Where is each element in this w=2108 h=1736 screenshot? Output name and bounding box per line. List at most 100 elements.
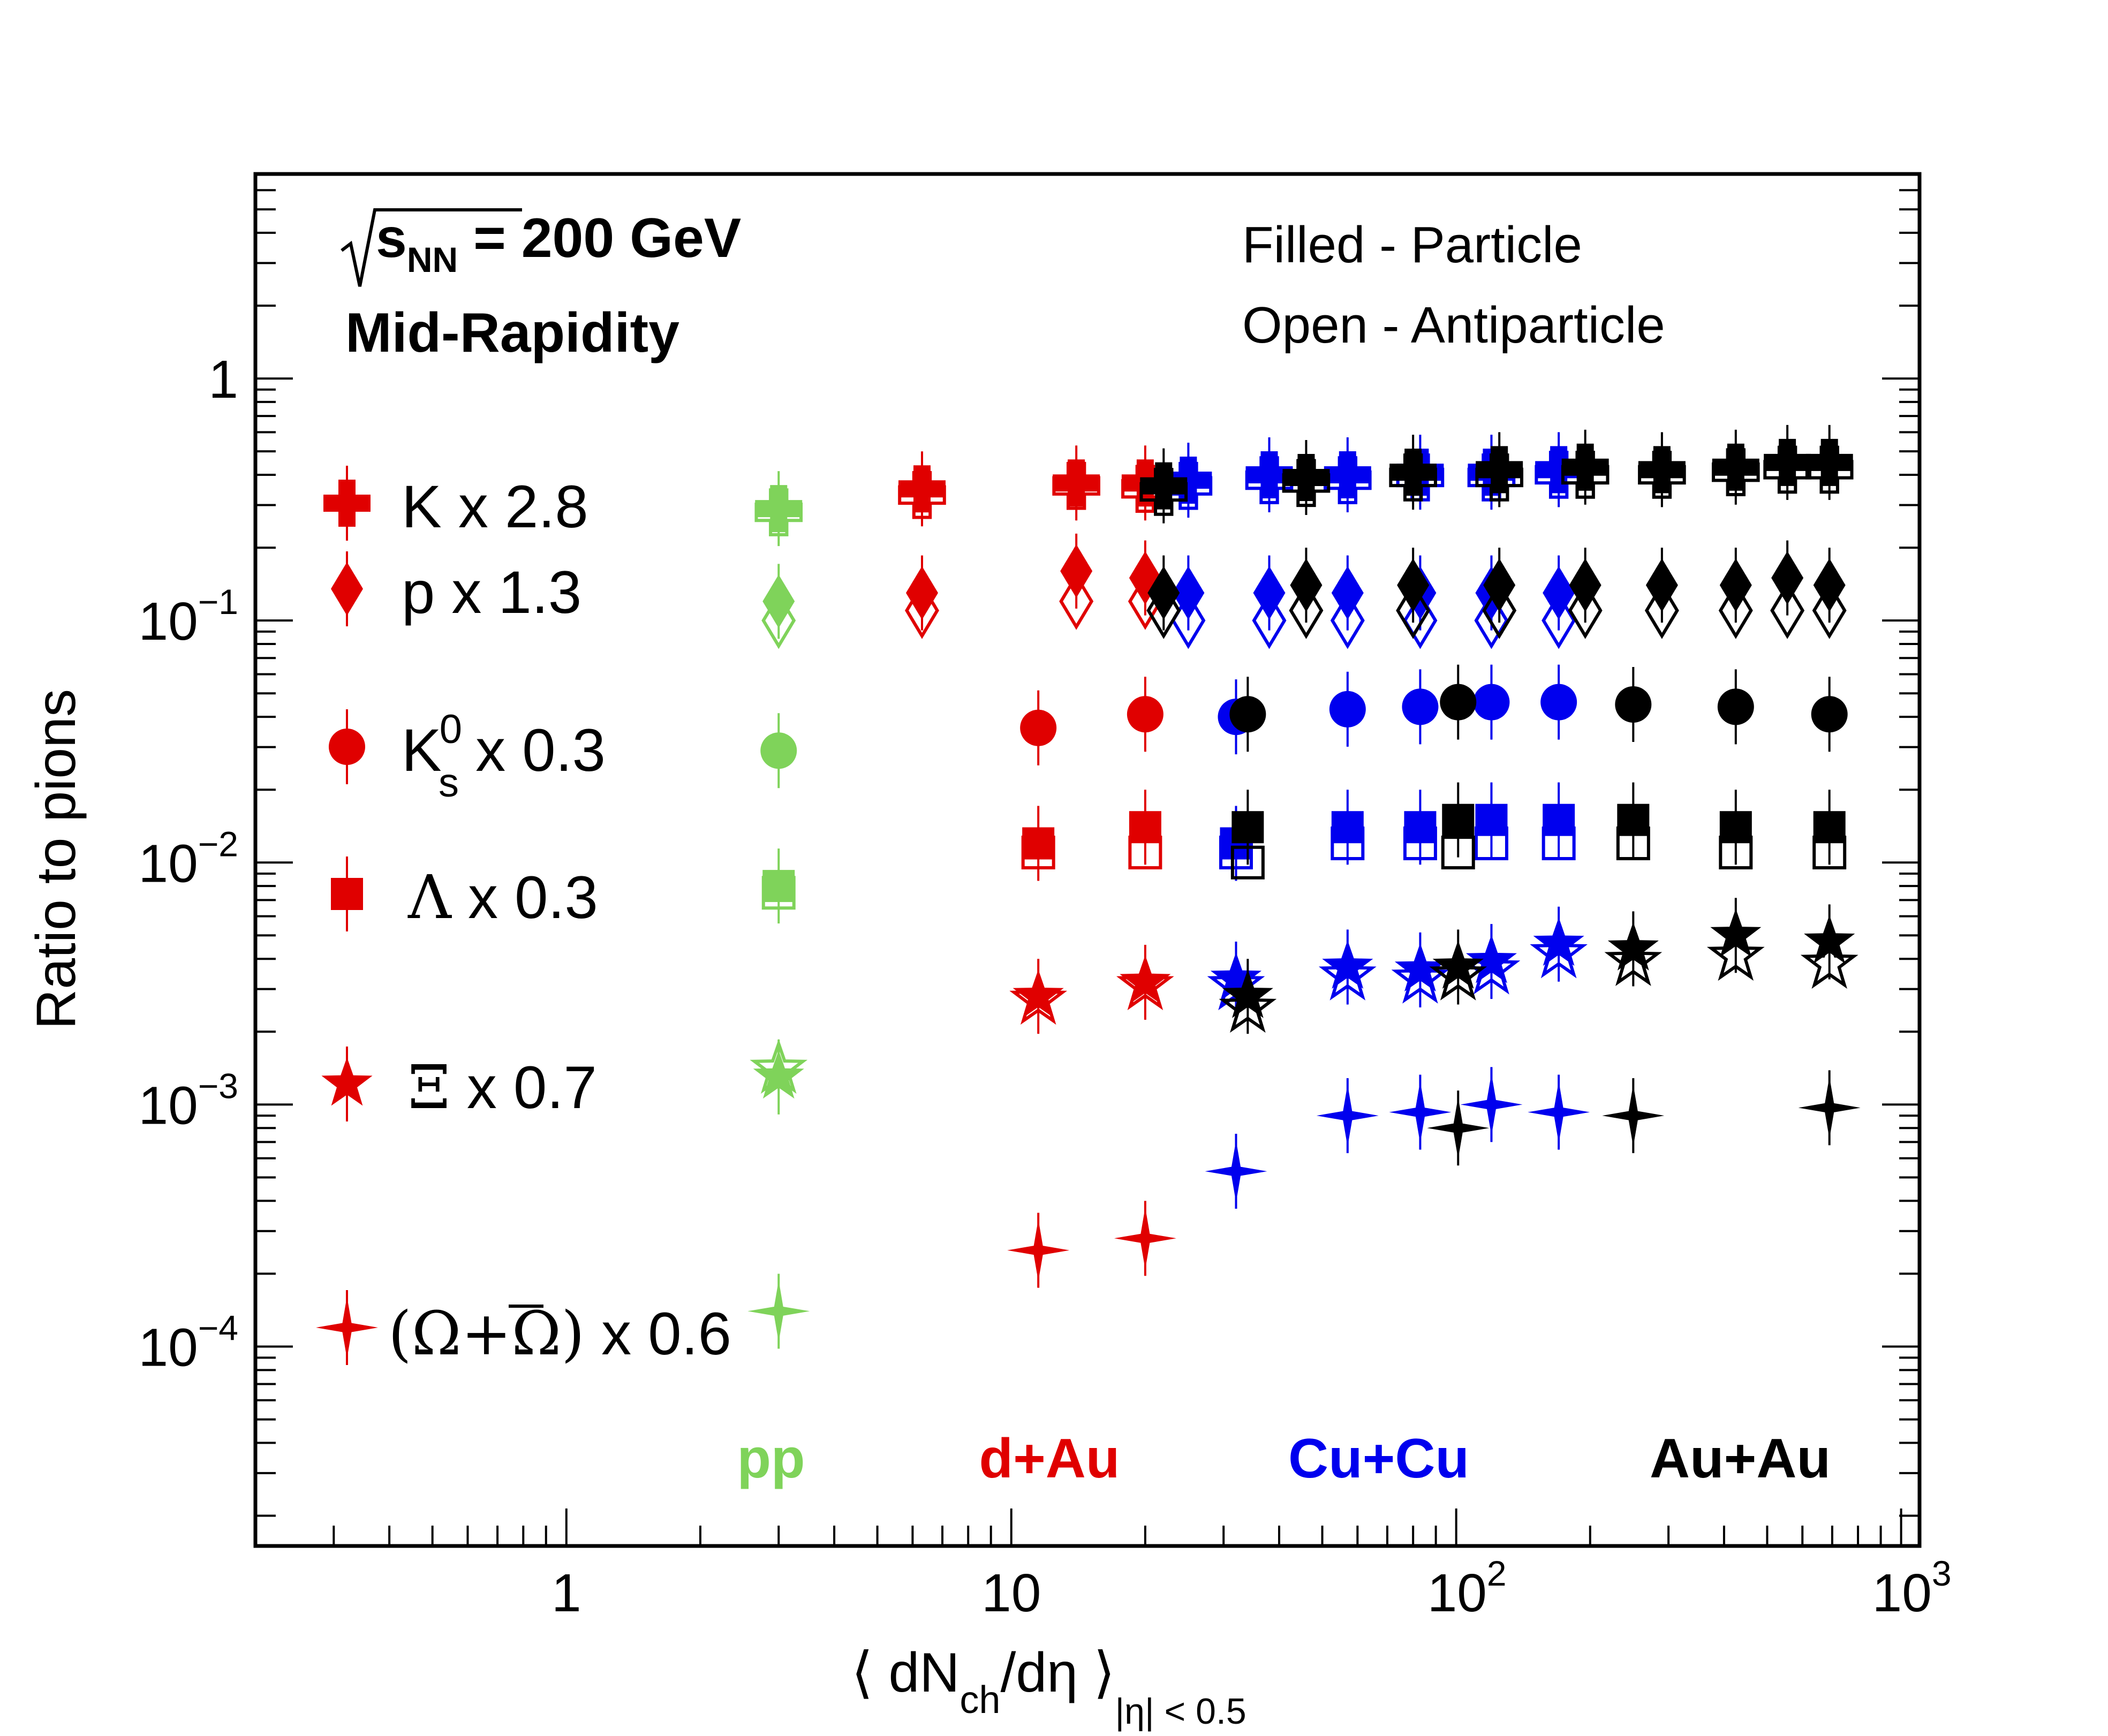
point-open (1474, 592, 1509, 649)
point-filled (1129, 811, 1161, 844)
system-label-cucu: Cu+Cu (1288, 1428, 1469, 1490)
x-tick-label-exp: 3 (1932, 1553, 1952, 1593)
point-open (1289, 582, 1324, 639)
y-tick-label: 10−2 (139, 824, 238, 893)
series-lambda-cucu (1219, 782, 1576, 881)
point-filled (1717, 688, 1754, 725)
system-label-dau: d+Au (979, 1428, 1120, 1490)
series-p-auau (1146, 540, 1847, 639)
point-filled (1569, 558, 1601, 612)
point-filled (1427, 1097, 1490, 1159)
point-filled (755, 485, 803, 533)
point-filled (1402, 688, 1439, 725)
legend-ks0-sub: s (439, 760, 459, 806)
point-filled (1813, 558, 1846, 612)
point-filled (1331, 811, 1364, 844)
series-omega-auau (1427, 1070, 1861, 1166)
legend-omega-rest: x 0.6 (585, 1300, 731, 1367)
energy-annotation: sNN = 200 GeV (341, 207, 741, 287)
series-xi-pp (750, 1038, 808, 1115)
legend-marker-square (331, 878, 363, 910)
point-filled (1290, 558, 1323, 612)
point-filled (1205, 1140, 1267, 1203)
point-filled (1322, 940, 1373, 989)
y-tick-label-exp: −1 (198, 582, 238, 621)
legend-ks0-main: K (402, 717, 442, 784)
point-open (1568, 582, 1603, 639)
legend-omega-main: (Ω+Ω) (388, 1299, 585, 1369)
point-filled (1331, 566, 1364, 620)
y-tick-label-base: 1 (208, 350, 238, 410)
legend-label-omega: (Ω+Ω) x 0.6 (388, 1299, 731, 1369)
point-filled (1060, 544, 1093, 598)
point-filled (1404, 811, 1437, 844)
x-axis-title-sub-ch: ch (959, 1679, 1000, 1722)
point-filled (1602, 1085, 1665, 1147)
point-filled (1245, 451, 1293, 498)
point-filled (1329, 691, 1366, 727)
point-filled (1805, 438, 1853, 486)
sqrt-symbol (341, 208, 522, 287)
energy-sub: NN (407, 240, 458, 279)
point-filled (1140, 462, 1188, 510)
point-filled (1231, 811, 1264, 844)
series-p-pp (761, 564, 796, 649)
point-filled (1394, 943, 1446, 992)
legend-marker-diamond (331, 562, 363, 616)
legend-marker-circle (329, 729, 365, 765)
energy-s: s (376, 207, 407, 269)
point-filled (1771, 551, 1804, 605)
point-open (1252, 592, 1287, 649)
point-filled (1053, 459, 1100, 507)
legend-label-ks0: K0 s x 0.3 (402, 707, 606, 806)
x-tick-label-exp: 2 (1487, 1553, 1507, 1593)
point-filled (1543, 566, 1575, 620)
x-tick-label-base: 10 (1872, 1563, 1932, 1623)
legend-ks0-sup: 0 (440, 707, 462, 752)
point-filled (1607, 922, 1659, 971)
series-k-auau (1139, 424, 1854, 524)
point-filled (762, 870, 795, 903)
point-filled (1813, 811, 1846, 844)
point-filled (760, 732, 797, 769)
point-filled (1617, 803, 1650, 836)
legend-marker-star4 (316, 1297, 378, 1359)
point-open (1330, 592, 1365, 649)
x-tick-label: 102 (1427, 1553, 1507, 1623)
point-open (1396, 582, 1431, 639)
series-k-pp (754, 471, 803, 547)
point-filled (1324, 451, 1371, 498)
x-axis-title-mid: /dη ⟩ (1000, 1642, 1115, 1704)
legend-lambda-rest: x 0.3 (451, 864, 598, 931)
y-tick-label: 10−4 (139, 1308, 238, 1378)
point-filled (1147, 566, 1180, 620)
y-tick-label-base: 10 (139, 1318, 198, 1378)
point-filled (1719, 558, 1752, 612)
point-filled (753, 1050, 804, 1099)
point-filled (905, 566, 938, 620)
system-label-pp: pp (737, 1428, 805, 1490)
point-filled (1316, 1085, 1379, 1147)
point-filled (1483, 558, 1516, 612)
point-filled (762, 574, 795, 628)
legend-label-xi: Ξ x 0.7 (408, 1053, 597, 1123)
system-label-auau: Au+Au (1650, 1428, 1831, 1490)
legend-xi-rest: x 0.7 (450, 1054, 597, 1121)
point-filled (1013, 969, 1064, 1018)
point-filled (1811, 696, 1848, 733)
x-tick-label-base: 10 (981, 1563, 1041, 1623)
energy-value: = 200 GeV (458, 207, 741, 269)
point-filled (1210, 952, 1261, 1001)
point-filled (1229, 696, 1266, 733)
y-tick-label: 1 (208, 350, 238, 410)
point-filled (1543, 803, 1575, 836)
data-marks (747, 424, 1861, 1349)
legend-lambda-main: Λ (407, 863, 452, 933)
point-filled (1645, 558, 1678, 612)
point-filled (1282, 453, 1330, 501)
point-filled (1120, 956, 1171, 1004)
legend-marker-cross (323, 480, 371, 527)
series-omega-pp (747, 1273, 810, 1349)
point-filled (1798, 1077, 1861, 1139)
point-filled (1710, 908, 1762, 957)
